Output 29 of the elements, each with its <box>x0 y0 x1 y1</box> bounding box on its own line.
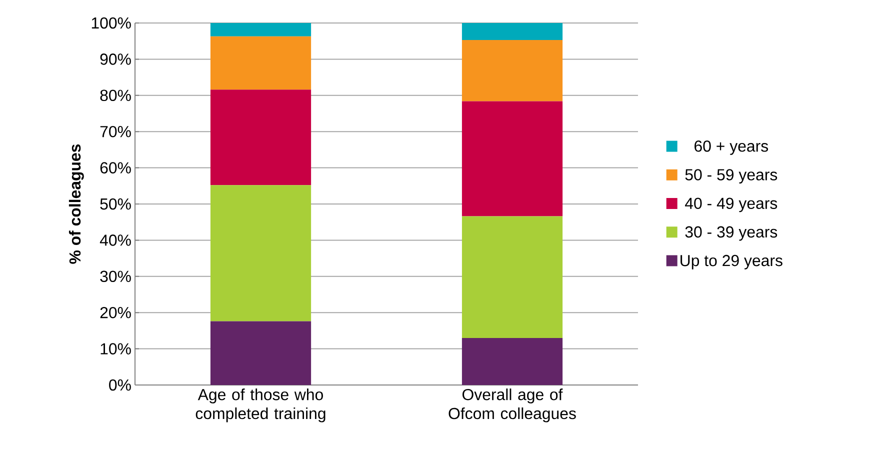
x-tick-label: Overall age of Ofcom colleagues <box>448 388 576 422</box>
legend-label: 60 + years <box>694 140 768 155</box>
bar <box>210 22 312 36</box>
bar <box>462 216 563 338</box>
legend-label: 50 - 59 years <box>685 169 778 184</box>
y-tick-label: 90% <box>100 54 131 65</box>
bar <box>210 321 312 385</box>
y-tick-label: 50% <box>100 198 131 210</box>
bar <box>462 22 563 40</box>
y-tick-label: 40% <box>100 234 131 246</box>
bar <box>462 101 563 216</box>
bar <box>210 36 312 90</box>
y-tick-label: 100% <box>92 17 131 29</box>
legend-label: 40 - 49 years <box>685 198 778 212</box>
y-tick-label: 10% <box>100 343 131 354</box>
legend-label: 30 - 39 years <box>685 226 778 241</box>
bar <box>210 185 312 322</box>
y-tick-label: 60% <box>100 162 131 174</box>
x-tick-label: Age of those who completed training <box>196 388 326 422</box>
bar <box>462 40 563 102</box>
y-tick-label: 0% <box>109 379 131 391</box>
y-tick-label: 80% <box>100 90 131 102</box>
y-tick-label: 20% <box>100 306 131 318</box>
legend-label: Up to 29 years <box>680 254 782 270</box>
bar <box>210 90 312 186</box>
y-tick-label: 30% <box>100 270 131 282</box>
bar <box>462 338 563 385</box>
y-tick-label: 70% <box>100 126 131 138</box>
y-axis-title: % of colleagues <box>68 144 84 264</box>
